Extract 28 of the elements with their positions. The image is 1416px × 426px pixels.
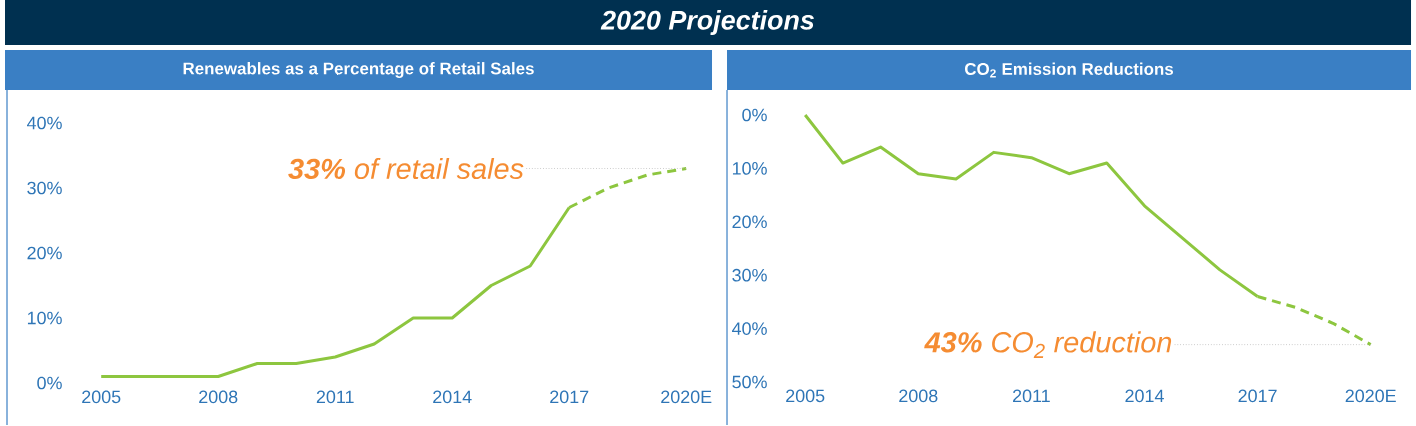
y-tick-label: 10%: [732, 162, 767, 175]
x-tick-label: 2011: [316, 390, 354, 404]
y-tick-label: 20%: [27, 246, 62, 260]
x-tick-label: 2008: [899, 389, 938, 403]
x-tick-label: 2017: [1238, 389, 1277, 403]
y-tick-label: 40%: [732, 322, 767, 336]
y-tick-label: 30%: [27, 181, 62, 195]
y-tick-label: 50%: [732, 375, 767, 389]
x-tick-label: 2005: [82, 390, 121, 404]
y-tick-label: 0%: [742, 108, 767, 122]
chart-subtitle: Renewables as a Percentage of Retail Sales: [183, 62, 534, 79]
y-tick-label: 0%: [37, 376, 62, 390]
y-tick-label: 10%: [27, 311, 62, 325]
y-tick-label: 30%: [732, 269, 767, 282]
y-tick-label: 40%: [27, 116, 62, 130]
x-tick-label: 2014: [433, 390, 472, 404]
x-tick-label: 2020E: [661, 390, 712, 404]
annotation: 33% of retail sales: [288, 158, 524, 180]
x-tick-label: 2014: [1125, 389, 1164, 403]
y-tick-label: 20%: [732, 215, 767, 229]
x-tick-label: 2008: [199, 390, 238, 404]
x-tick-label: 2020E: [1345, 389, 1396, 403]
x-tick-label: 2011: [1013, 389, 1050, 403]
x-tick-label: 2017: [550, 390, 589, 404]
chart-subtitle: CO$_{2}$ Emission Reductions: [964, 62, 1174, 78]
chart-title: 2020 Projections: [600, 10, 814, 36]
x-tick-label: 2005: [786, 389, 825, 403]
annotation: 43% CO$_{2}$ reduction: [924, 331, 1172, 359]
